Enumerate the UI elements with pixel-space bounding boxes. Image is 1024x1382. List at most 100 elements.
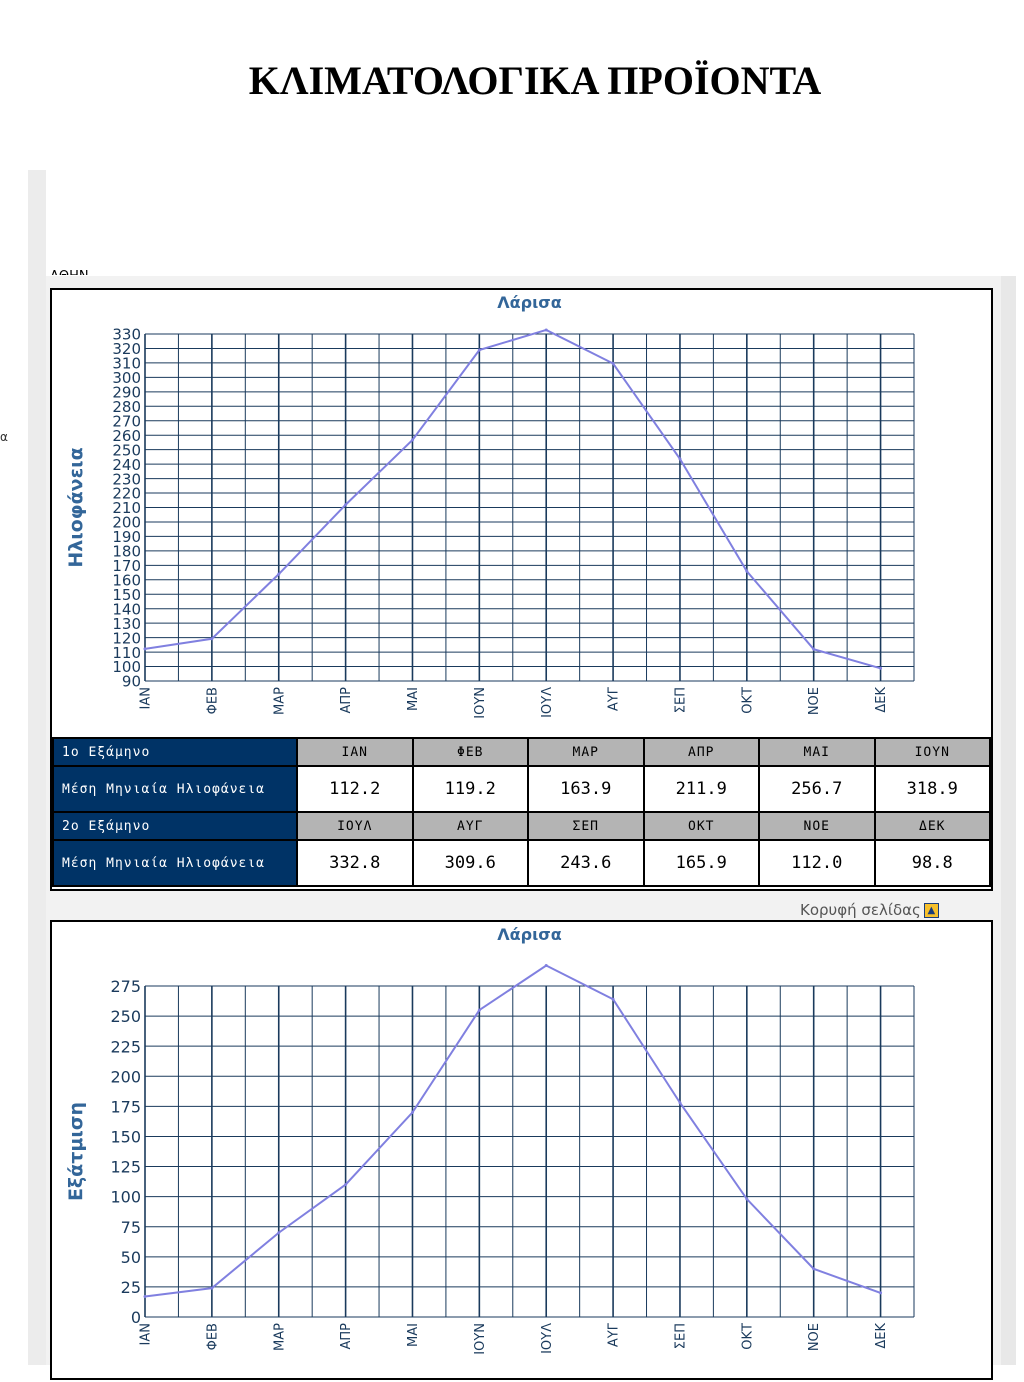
data-point [477,348,481,352]
month-cell: ΑΠΡ [642,737,760,767]
up-arrow-icon[interactable]: ▲ [923,903,939,918]
sunshine-chart-panel: Λάρισα 90 100 110 120 130 140 150 160 170 180 190 20… [50,288,993,891]
y-tick-label: 90 [122,673,141,691]
y-tick-label: 75 [121,1218,141,1237]
table-row: 2ο Εξάμηνο ΙΟΥΛ ΑΥΓ ΣΕΠ ΟΚΤ ΝΟΕ ΔΕΚ [52,811,991,841]
data-point [410,438,414,442]
x-tick-label: ΙΑΝ [139,1323,154,1345]
back-to-top-label[interactable]: Κορυφή σελίδας [800,901,921,919]
data-point [544,328,548,332]
y-tick-label: 175 [110,1097,141,1116]
value-cell: 256.7 [758,765,876,813]
data-point [277,1231,281,1235]
month-cell: ΣΕΠ [527,811,645,841]
data-series-line [144,964,881,1298]
chart-title: Λάρισα [497,925,562,944]
y-axis-label: Ηλιοφάνεια [65,447,87,567]
x-tick-label: ΜΑΙ [406,1323,421,1347]
x-tick-label: ΝΟΕ [807,687,822,715]
value-cell: 112.2 [296,765,414,813]
evaporation-chart: Λάρισα 0 25 50 75 100 125 150 175 200 225 250 275 ΙΑΝ… [65,925,915,1355]
value-cell: 98.8 [873,839,991,887]
data-point [812,1267,816,1271]
month-cell: ΔΕΚ [873,811,991,841]
y-tick-label: 120 [112,629,141,647]
data-point [611,997,615,1001]
y-tick-label: 240 [112,456,141,474]
sunshine-chart: Λάρισα 9010011012013014015016017018019020… [65,293,915,719]
month-cell: ΜΑΡ [527,737,645,767]
right-scroll-strip [1001,276,1016,1365]
second-half-label: 2ο Εξάμηνο [52,811,298,841]
y-tick-label: 250 [112,441,141,459]
month-cell: ΝΟΕ [758,811,876,841]
month-cell: ΙΑΝ [296,737,414,767]
y-tick-label: 100 [110,1188,141,1207]
y-tick-label: 140 [112,600,141,618]
y-axis-label: Εξάτμιση [65,1102,87,1201]
y-tick-label: 100 [112,658,141,676]
left-sidebar-strip [28,170,46,1365]
y-tick-label: 310 [112,355,141,373]
y-tick-label: 280 [112,398,141,416]
y-tick-label: 275 [110,977,141,996]
x-tick-label: ΙΑΝ [139,687,154,709]
left-edge-text: α [0,430,8,444]
y-tick-label: 330 [112,326,141,344]
x-tick-label: ΜΑΙ [406,687,421,711]
data-series-line [144,328,881,670]
x-tick-label: ΙΟΥΝ [473,687,488,719]
data-point [210,637,214,641]
x-tick-label: ΙΟΥΝ [473,1323,488,1355]
x-tick-label: ΙΟΥΛ [540,1323,555,1354]
y-tick-label: 160 [112,571,141,589]
data-point [879,666,883,670]
evaporation-chart-panel: Λάρισα 0 25 50 75 100 125 150 175 200 225 250 275 ΙΑΝ… [50,920,993,1380]
x-tick-label: ΑΥΓ [607,686,622,711]
y-tick-label: 300 [112,369,141,387]
value-cell: 318.9 [873,765,991,813]
y-tick-label: 180 [112,543,141,561]
x-tick-label: ΦΕΒ [205,687,220,714]
data-point [544,964,548,968]
truncated-label: ΑΘΗΝ [50,266,89,275]
data-point [745,569,749,573]
data-point [812,647,816,651]
x-tick-label: ΑΠΡ [339,1323,354,1350]
y-tick-label: 25 [121,1278,141,1297]
data-point [210,1286,214,1290]
y-tick-label: 250 [110,1007,141,1026]
x-tick-label: ΦΕΒ [205,1323,220,1350]
y-tick-label: 270 [112,412,141,430]
x-tick-label: ΜΑΡ [272,1323,287,1351]
month-cell: ΦΕΒ [411,737,529,767]
y-tick-label: 200 [112,514,141,532]
y-tick-label: 130 [112,615,141,633]
x-tick-label: ΣΕΠ [674,687,689,713]
data-point [678,1101,682,1105]
data-point [879,1291,883,1295]
y-tick-label: 150 [110,1128,141,1147]
sunshine-data-table: 1ο Εξάμηνο ΙΑΝ ΦΕΒ ΜΑΡ ΑΠΡ ΜΑΙ ΙΟΥΝ Μέση… [52,737,991,887]
x-tick-label: ΟΚΤ [740,687,755,714]
data-point [611,361,615,365]
y-tick-label: 290 [112,384,141,402]
table-row: Μέση Μηνιαία Ηλιοφάνεια 332.8 309.6 243.… [52,839,991,887]
page-heading: ΚΛΙΜΑΤΟΛΟΓΙΚΑ ΠΡΟΪΟΝΤΑ [248,58,822,103]
month-cell: ΙΟΥΝ [873,737,991,767]
mean-sunshine-label: Μέση Μηνιαία Ηλιοφάνεια [52,765,298,813]
data-point [678,457,682,461]
value-cell: 309.6 [411,839,529,887]
x-tick-label: ΣΕΠ [674,1323,689,1349]
y-tick-label: 125 [110,1158,141,1177]
y-tick-label: 210 [112,499,141,517]
month-cell: ΟΚΤ [642,811,760,841]
data-point [277,572,281,576]
x-tick-label: ΑΠΡ [339,687,354,714]
y-tick-label: 200 [110,1067,141,1086]
back-to-top-link[interactable]: Κορυφή σελίδας ▲ [800,901,939,919]
table-row: Μέση Μηνιαία Ηλιοφάνεια 112.2 119.2 163.… [52,765,991,813]
value-cell: 211.9 [642,765,760,813]
month-cell: ΑΥΓ [411,811,529,841]
y-tick-label: 230 [112,470,141,488]
